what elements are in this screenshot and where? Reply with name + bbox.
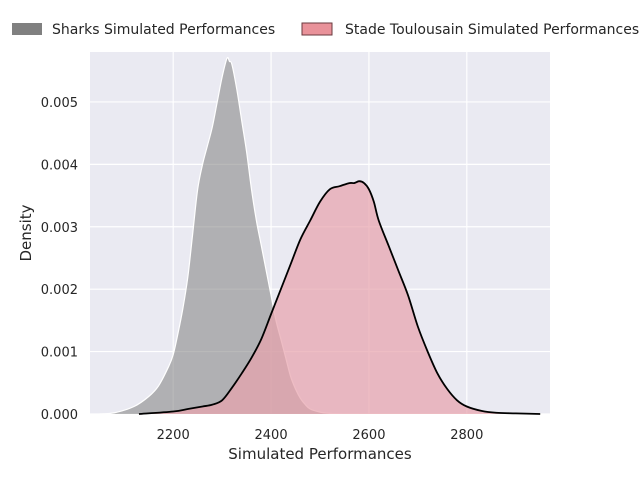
legend-swatch-stade-toulousain	[301, 22, 333, 36]
sharks-density-area	[99, 57, 360, 414]
y-tick-label-1: 0.001	[41, 346, 78, 361]
series-layer	[99, 56, 541, 415]
x-tick-label-2: 2600	[352, 428, 385, 443]
y-tick-label-5: 0.005	[41, 96, 78, 111]
y-axis-label: Density	[17, 204, 35, 261]
y-tick-label-0: 0.000	[41, 408, 78, 423]
stade-toulousain-density-line	[138, 180, 541, 415]
legend-label-sharks: Sharks Simulated Performances	[52, 22, 275, 38]
y-tick-labels: 0.000 0.001 0.002 0.003 0.004 0.005	[41, 96, 78, 423]
stade-toulousain-density-area	[138, 181, 541, 414]
y-tick-label-3: 0.003	[41, 221, 78, 236]
legend-label-stade-toulousain: Stade Toulousain Simulated Performances	[345, 22, 639, 38]
x-tick-labels: 2200 2400 2600 2800	[157, 428, 484, 443]
x-tick-label-0: 2200	[157, 428, 190, 443]
x-tick-label-3: 2800	[450, 428, 483, 443]
x-axis-label: Simulated Performances	[228, 445, 412, 463]
y-tick-label-4: 0.004	[41, 158, 78, 173]
y-tick-label-2: 0.002	[41, 283, 78, 298]
x-tick-label-1: 2400	[255, 428, 288, 443]
legend-swatch-sharks	[12, 23, 42, 35]
legend: Sharks Simulated Performances Stade Toulo…	[12, 22, 639, 38]
